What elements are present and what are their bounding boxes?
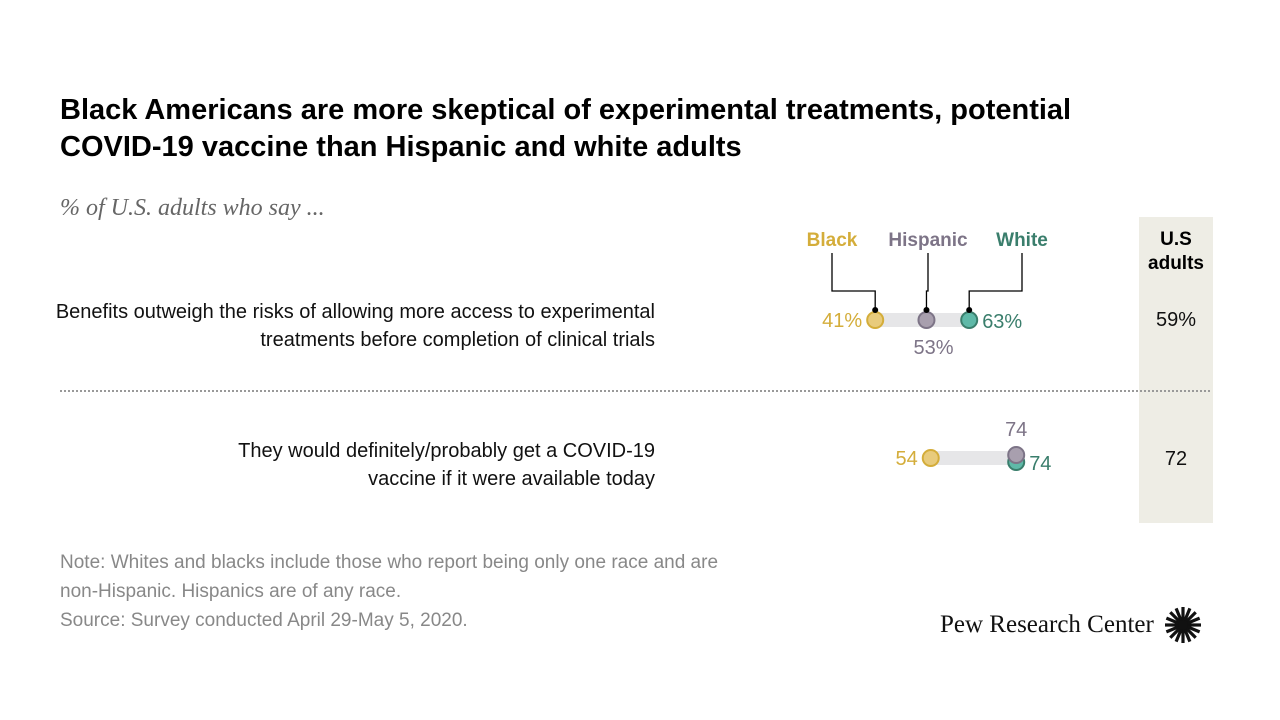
legend-hispanic: Hispanic xyxy=(888,230,968,251)
chart-title: Black Americans are more skeptical of ex… xyxy=(60,94,1072,163)
source-text: Source: Survey conducted April 29-May 5,… xyxy=(60,610,468,631)
logo-text: Pew Research Center xyxy=(940,611,1154,638)
value-label-hispanic: 53% xyxy=(913,337,953,359)
value-label-hispanic: 74 xyxy=(1005,419,1027,441)
legend-leader-hispanic xyxy=(925,253,929,310)
dot-hispanic xyxy=(917,311,936,329)
us-adults-value-2: 72 xyxy=(1164,448,1188,470)
leader-endpoint xyxy=(966,307,973,313)
note: Note: Whites and blacks include those wh… xyxy=(60,548,720,635)
row-divider xyxy=(60,390,1210,392)
pew-logo: Pew Research Center xyxy=(940,606,1202,644)
leader-endpoint xyxy=(923,307,930,313)
leader-endpoint xyxy=(872,307,879,313)
dot-black xyxy=(921,449,940,467)
legend-leader-black xyxy=(831,253,876,310)
row-label-1: Benefits outweigh the risks of allowing … xyxy=(55,301,655,351)
pew-sunburst-icon xyxy=(1164,607,1201,643)
dot-white xyxy=(960,311,979,329)
note-text: Note: Whites and blacks include those wh… xyxy=(60,552,719,602)
dot-black xyxy=(866,311,885,329)
us-adults-column xyxy=(1139,217,1213,523)
legend-white: White xyxy=(996,230,1048,251)
us-adults-header: U.S adults xyxy=(1148,229,1204,274)
legend-leader-white xyxy=(968,253,1023,310)
us-adults-value-1: 59% xyxy=(1155,309,1197,331)
chart-subtitle: % of U.S. adults who say ... xyxy=(60,195,325,221)
value-label-black: 54 xyxy=(895,448,917,470)
value-label-white: 74 xyxy=(1029,453,1051,475)
row-label-2: They would definitely/probably get a COV… xyxy=(238,440,655,490)
value-label-black: 41% xyxy=(822,310,862,332)
legend-black: Black xyxy=(807,230,858,251)
dot-hispanic xyxy=(1007,446,1026,464)
value-label-white: 63% xyxy=(982,311,1022,333)
